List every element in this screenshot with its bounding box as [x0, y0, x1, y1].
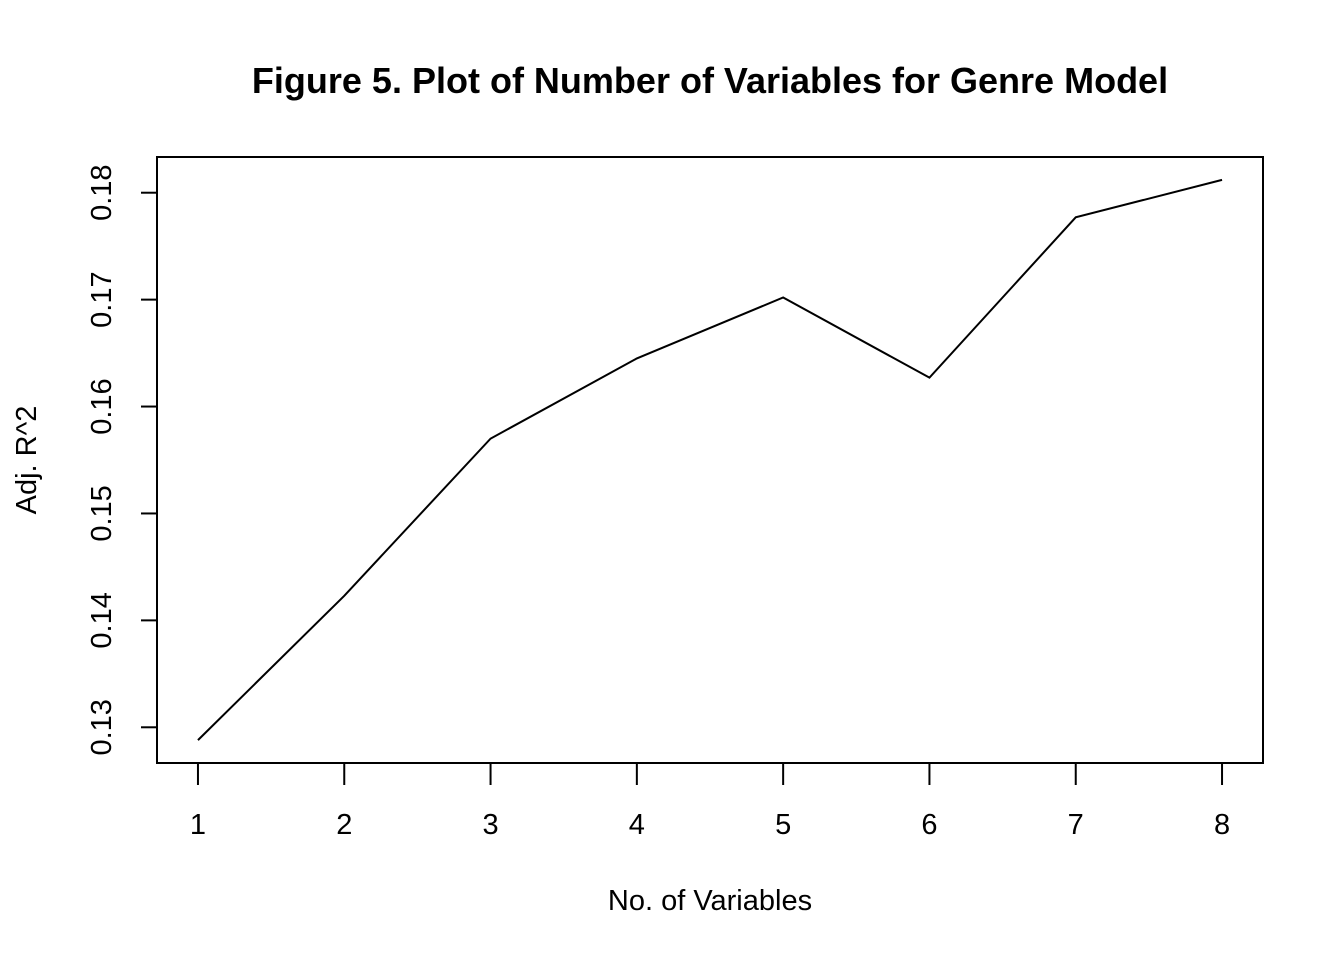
x-tick-label: 6: [921, 809, 937, 841]
x-tick-label: 5: [775, 809, 791, 841]
x-tick-label: 7: [1068, 809, 1084, 841]
x-tick-label: 8: [1214, 809, 1230, 841]
x-axis-label: No. of Variables: [608, 885, 812, 917]
series-group: [197, 178, 1223, 741]
y-tick-label: 0.17: [86, 271, 118, 327]
x-tick-label: 1: [190, 809, 206, 841]
y-tick-label: 0.18: [86, 164, 118, 220]
x-tick-label: 4: [629, 809, 645, 841]
x-tick-label: 3: [482, 809, 498, 841]
y-tick-label: 0.15: [86, 485, 118, 541]
x-tick-label: 2: [336, 809, 352, 841]
y-tick-label: 0.13: [86, 699, 118, 755]
y-axis: 0.13 0.14 0.15 0.16 0.17 0.18: [86, 164, 158, 756]
series-line: [197, 178, 1223, 741]
y-tick-label: 0.14: [86, 592, 118, 648]
chart-title: Figure 5. Plot of Number of Variables fo…: [252, 60, 1168, 101]
y-axis-label: Adj. R^2: [11, 406, 43, 515]
x-axis: 1 2 3 4 5 6 7 8: [190, 762, 1230, 841]
y-tick-label: 0.16: [86, 378, 118, 434]
